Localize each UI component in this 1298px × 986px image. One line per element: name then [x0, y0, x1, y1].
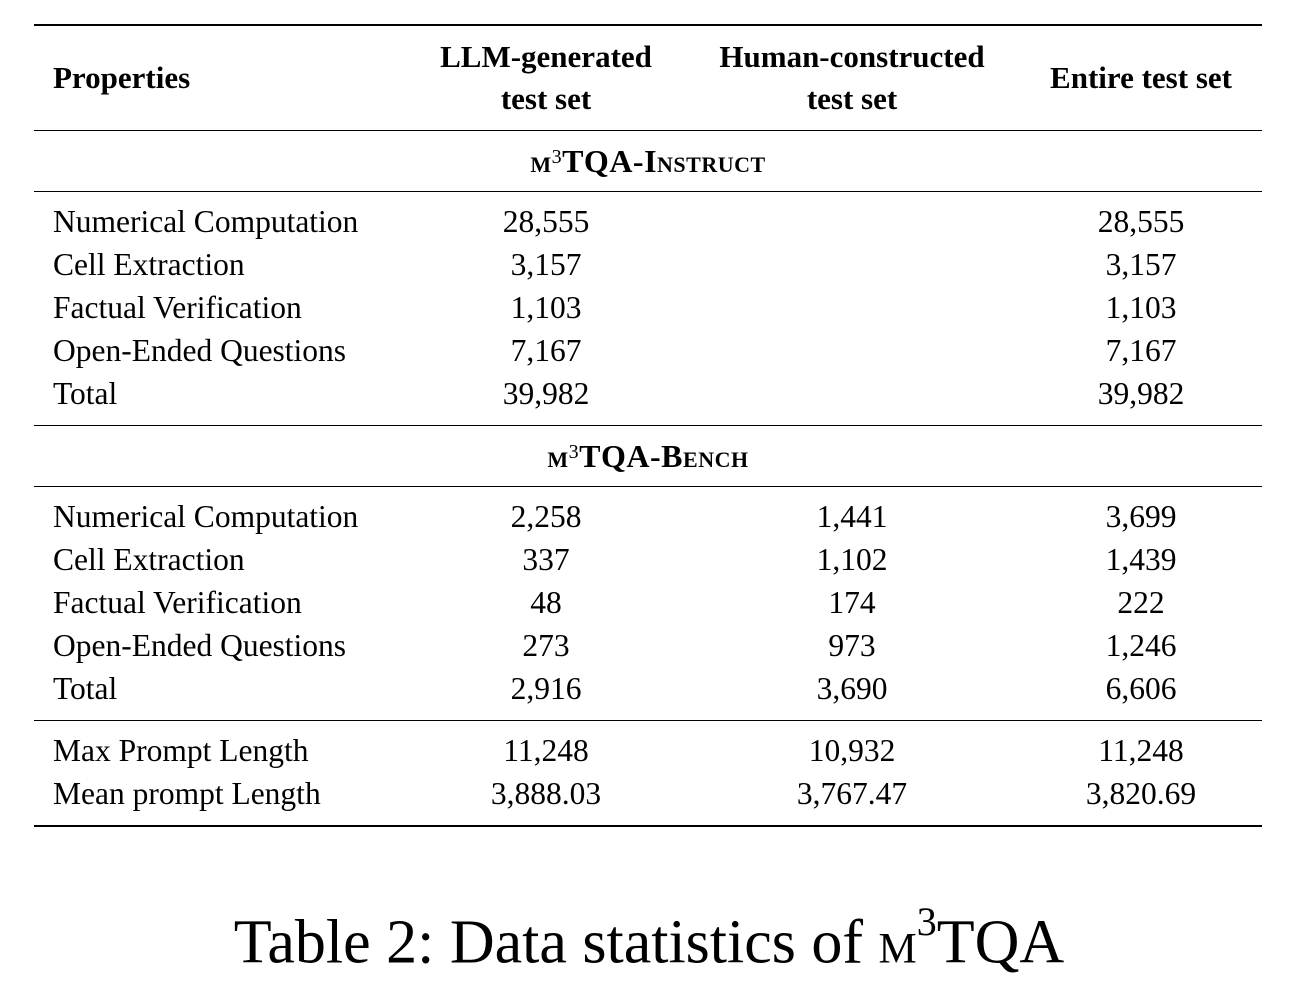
entire-value: 11,248 [1098, 733, 1184, 768]
row-label: Open-Ended Questions [53, 628, 347, 663]
human-value: 1,441 [816, 499, 888, 534]
table-row: Numerical Computation 28,555 28,555 [34, 200, 1262, 243]
table-header: Properties LLM-generated test set Human-… [34, 26, 1262, 130]
prompt-length-block: Max Prompt Length 11,248 10,932 11,248 M… [34, 721, 1262, 825]
llm-value: 3,157 [510, 247, 582, 282]
llm-value: 273 [522, 628, 570, 663]
table-caption: Table 2: Data statistics of m3TQA [233, 899, 1065, 977]
llm-value: 337 [522, 542, 570, 577]
table-row: Cell Extraction 337 1,102 1,439 [34, 538, 1262, 581]
row-label: Numerical Computation [53, 204, 359, 239]
human-value: 10,932 [808, 733, 896, 768]
table-row: Total 2,916 3,690 6,606 [34, 667, 1262, 710]
row-label: Cell Extraction [53, 247, 245, 282]
human-value: 973 [828, 628, 876, 663]
entire-value: 28,555 [1097, 204, 1185, 239]
row-label: Cell Extraction [53, 542, 245, 577]
section-title-instruct: m 3 TQA-Instruct [530, 142, 766, 179]
llm-value: 28,555 [502, 204, 590, 239]
top-rule [34, 24, 1262, 26]
human-value: 3,690 [816, 671, 888, 706]
entire-value: 3,699 [1105, 499, 1177, 534]
header-entire-test-set: Entire test set [1050, 60, 1232, 95]
row-label: Max Prompt Length [53, 733, 309, 768]
table-row: Total 39,982 39,982 [34, 372, 1262, 415]
llm-value: 39,982 [502, 376, 590, 411]
row-label: Numerical Computation [53, 499, 359, 534]
header-rule [34, 130, 1262, 131]
header-llm-generated: LLM-generated test set [440, 39, 652, 116]
llm-value: 48 [530, 585, 562, 620]
table-row: Max Prompt Length 11,248 10,932 11,248 [34, 729, 1262, 772]
llm-value: 3,888.03 [490, 776, 602, 811]
section-rule [34, 486, 1262, 487]
section-title-bench: m 3 TQA-Bench [547, 437, 749, 474]
table-row: Mean prompt Length 3,888.03 3,767.47 3,8… [34, 772, 1262, 815]
row-label: Total [53, 376, 118, 411]
header-human-constructed: Human-constructed test set [719, 39, 985, 116]
llm-value: 11,248 [503, 733, 589, 768]
llm-value: 2,916 [510, 671, 582, 706]
table-row: Open-Ended Questions 7,167 7,167 [34, 329, 1262, 372]
section-rule [34, 720, 1262, 721]
table-row: Factual Verification 1,103 1,103 [34, 286, 1262, 329]
llm-value: 1,103 [510, 290, 582, 325]
row-label: Open-Ended Questions [53, 333, 347, 368]
table-row: Factual Verification 48 174 222 [34, 581, 1262, 624]
bottom-rule [34, 825, 1262, 827]
section-body-bench: Numerical Computation 2,258 1,441 3,699 … [34, 487, 1262, 720]
table-row: Numerical Computation 2,258 1,441 3,699 [34, 495, 1262, 538]
row-label: Total [53, 671, 118, 706]
entire-value: 39,982 [1097, 376, 1185, 411]
entire-value: 7,167 [1105, 333, 1177, 368]
row-label: Factual Verification [53, 290, 302, 325]
llm-value: 2,258 [510, 499, 582, 534]
row-label: Mean prompt Length [53, 776, 321, 811]
entire-value: 222 [1117, 585, 1165, 620]
entire-value: 1,246 [1105, 628, 1177, 663]
header-properties: Properties [53, 60, 191, 95]
llm-value: 7,167 [510, 333, 582, 368]
human-value: 174 [828, 585, 876, 620]
human-value: 1,102 [816, 542, 888, 577]
entire-value: 1,439 [1105, 542, 1177, 577]
section-rule [34, 191, 1262, 192]
entire-value: 6,606 [1105, 671, 1177, 706]
row-label: Factual Verification [53, 585, 302, 620]
entire-value: 1,103 [1105, 290, 1177, 325]
table-row: Cell Extraction 3,157 3,157 [34, 243, 1262, 286]
entire-value: 3,820.69 [1085, 776, 1197, 811]
data-statistics-table: Properties LLM-generated test set Human-… [34, 24, 1262, 827]
section-body-instruct: Numerical Computation 28,555 28,555 Cell… [34, 192, 1262, 425]
table-row: Open-Ended Questions 273 973 1,246 [34, 624, 1262, 667]
section-rule [34, 425, 1262, 426]
human-value: 3,767.47 [796, 776, 908, 811]
entire-value: 3,157 [1105, 247, 1177, 282]
